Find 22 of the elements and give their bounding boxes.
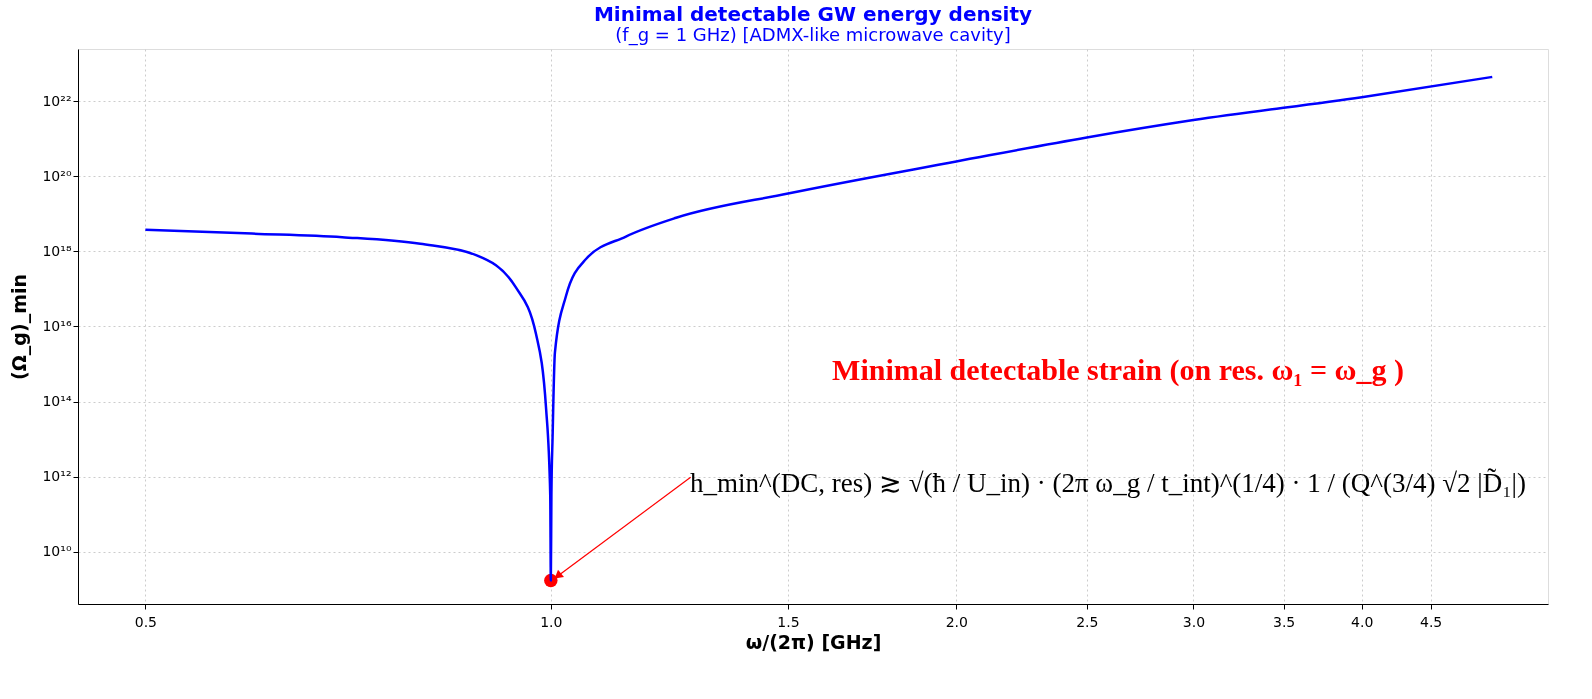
y-tick-label: 10¹⁶ bbox=[42, 318, 72, 334]
x-tick-label: 4.5 bbox=[1419, 613, 1443, 630]
x-axis-title: ω/(2π) [GHz] bbox=[745, 630, 882, 653]
y-tick-label: 10²⁰ bbox=[42, 167, 72, 184]
x-tick-label: 4.0 bbox=[1351, 613, 1374, 630]
x-tick-label: 1.0 bbox=[540, 613, 563, 630]
annotation: Minimal detectable strain (on res. ω₁ = ω_g ) bbox=[832, 353, 1404, 387]
y-axis-title: (Ω_g)_min bbox=[8, 274, 32, 380]
x-tick-label: 3.0 bbox=[1182, 613, 1206, 630]
x-tick-label: 2.5 bbox=[1076, 613, 1099, 630]
y-tick-label: 10²² bbox=[42, 92, 72, 109]
annotation: h_min^(DC, res) ≳ √(ħ / U_in) · (2π ω_g / t_int)^(1/4) · 1 / (Q^(3/4) √2 |D̃₁|) bbox=[690, 467, 1526, 498]
x-tick-label: 0.5 bbox=[134, 613, 158, 630]
x-tick-label: 2.0 bbox=[945, 613, 968, 630]
chart-title: Minimal detectable GW energy density bbox=[593, 2, 1033, 26]
chart-subtitle: (f_g = 1 GHz) [ADMX-like microwave cavity] bbox=[615, 24, 1011, 46]
x-tick-label: 1.5 bbox=[777, 613, 800, 630]
y-tick-label: 10¹⁸ bbox=[42, 242, 72, 259]
y-tick-label: 10¹² bbox=[42, 468, 72, 485]
y-tick-label: 10¹⁰ bbox=[42, 543, 72, 560]
x-tick-label: 3.5 bbox=[1272, 613, 1296, 630]
y-tick-label: 10¹⁴ bbox=[42, 393, 72, 410]
